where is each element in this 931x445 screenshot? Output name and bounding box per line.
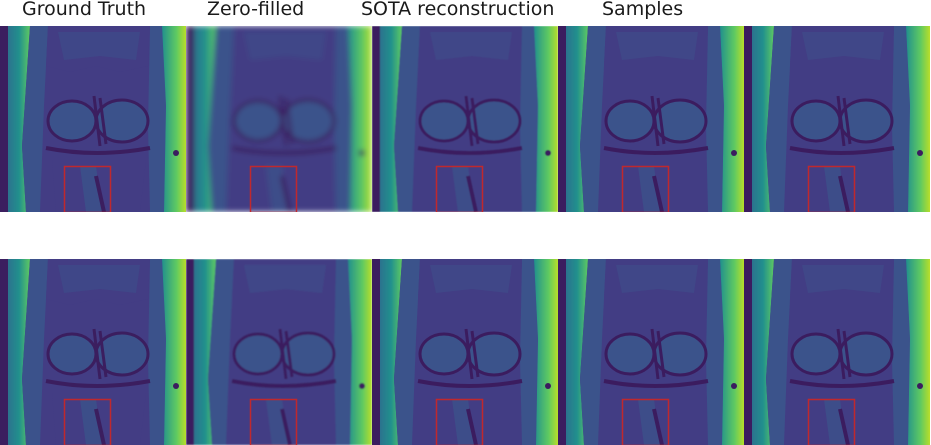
roi-box [249, 165, 298, 212]
roi-box [621, 165, 670, 212]
image-row-2 [0, 259, 931, 445]
roi-box [63, 398, 112, 445]
roi-box [435, 165, 484, 212]
image-row-1 [0, 26, 931, 212]
mri-zero-filled-tile [186, 26, 372, 212]
mri-sota-reconstruction-tile [372, 26, 558, 212]
roi-box [621, 398, 670, 445]
mri-zero-filled-tile [186, 259, 372, 445]
mri-sample-tile [744, 259, 930, 445]
column-title-samples: Samples [602, 0, 684, 20]
roi-box [807, 398, 856, 445]
mri-sample-tile [744, 26, 930, 212]
column-title-sota-reconstruction: SOTA reconstruction [361, 0, 555, 20]
mri-ground-truth-tile [0, 259, 186, 445]
mri-sota-reconstruction-tile [372, 259, 558, 445]
mri-sample-tile [558, 259, 744, 445]
column-title-zero-filled: Zero-filled [207, 0, 305, 20]
mri-sample-tile [558, 26, 744, 212]
roi-box [249, 398, 298, 445]
roi-box [435, 398, 484, 445]
column-title-ground-truth: Ground Truth [22, 0, 147, 20]
roi-box [807, 165, 856, 212]
mri-ground-truth-tile [0, 26, 186, 212]
roi-box [63, 165, 112, 212]
